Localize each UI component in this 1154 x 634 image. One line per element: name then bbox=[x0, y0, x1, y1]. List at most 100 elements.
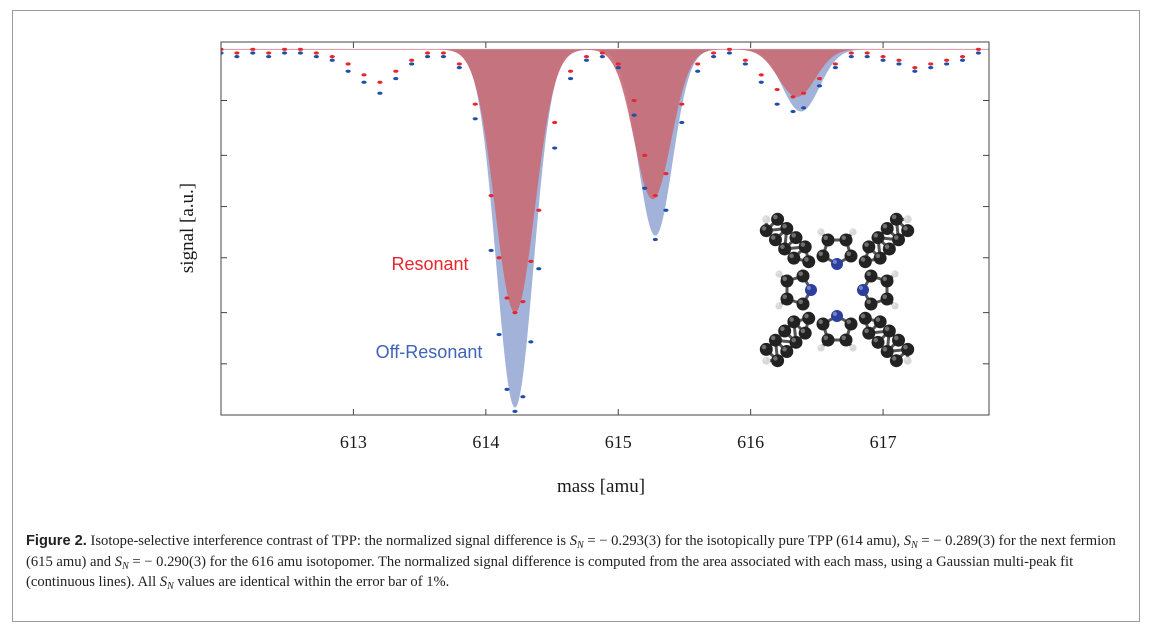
hydrogen-atom bbox=[775, 270, 783, 278]
resonant-data-point bbox=[583, 55, 590, 59]
off-resonant-data-point bbox=[944, 62, 950, 66]
hydrogen-atom bbox=[762, 215, 771, 224]
carbon-atom bbox=[880, 274, 894, 288]
resonant-data-point bbox=[615, 62, 621, 66]
atom-highlight bbox=[832, 259, 838, 264]
caption-text-end: values are identical within the error ba… bbox=[177, 574, 450, 590]
resonant-data-point bbox=[528, 259, 534, 264]
off-resonant-data-point bbox=[472, 117, 478, 121]
carbon-atom bbox=[871, 335, 885, 349]
carbon-atom bbox=[816, 249, 830, 263]
off-resonant-data-point bbox=[496, 332, 502, 337]
atom-highlight bbox=[782, 346, 787, 352]
resonant-data-point bbox=[652, 193, 658, 198]
off-resonant-data-point bbox=[377, 91, 383, 95]
carbon-atom bbox=[844, 317, 858, 331]
off-resonant-data-point bbox=[221, 51, 224, 55]
resonant-data-point bbox=[695, 62, 701, 66]
resonant-data-point bbox=[496, 256, 502, 260]
off-resonant-data-point bbox=[297, 51, 304, 55]
atom-highlight bbox=[782, 276, 787, 281]
off-resonant-data-point bbox=[250, 51, 256, 55]
resonant-data-point bbox=[896, 58, 902, 62]
off-resonant-data-point bbox=[801, 106, 807, 110]
carbon-atom bbox=[780, 345, 794, 359]
atom-highlight bbox=[818, 319, 823, 324]
sn-symbol: SN bbox=[569, 533, 584, 551]
resonant-data-point bbox=[710, 51, 717, 55]
off-resonant-data-point bbox=[512, 409, 518, 413]
resonant-data-point bbox=[520, 300, 526, 304]
caption-value-2: = − 0.289(3) for the next fermion (615 a… bbox=[26, 533, 1116, 570]
off-resonant-data-point bbox=[488, 248, 494, 253]
carbon-atom bbox=[778, 324, 792, 338]
resonant-data-point bbox=[975, 47, 982, 51]
hydrogen-atom bbox=[891, 270, 899, 278]
off-resonant-data-point bbox=[896, 62, 902, 66]
hydrogen-atom bbox=[849, 344, 857, 352]
resonant-data-point bbox=[409, 58, 415, 62]
off-resonant-data-point bbox=[504, 387, 510, 392]
atom-highlight bbox=[866, 271, 871, 276]
off-resonant-data-point bbox=[329, 58, 335, 62]
atom-highlight bbox=[850, 229, 853, 233]
resonant-data-point bbox=[472, 102, 478, 106]
carbon-atom bbox=[892, 333, 906, 347]
off-resonant-data-point bbox=[679, 120, 685, 125]
x-tick-label: 617 bbox=[870, 432, 897, 452]
atom-highlight bbox=[800, 328, 806, 334]
carbon-atom bbox=[882, 324, 896, 338]
carbon-atom bbox=[780, 274, 794, 288]
carbon-atom bbox=[798, 326, 812, 340]
off-resonant-data-point bbox=[975, 51, 982, 55]
atom-highlight bbox=[892, 271, 895, 274]
resonant-label: Resonant bbox=[391, 254, 468, 274]
atom-highlight bbox=[893, 235, 899, 240]
atom-highlight bbox=[875, 317, 881, 322]
resonant-data-point bbox=[221, 47, 224, 51]
carbon-atom bbox=[796, 297, 810, 311]
atom-highlight bbox=[780, 244, 785, 249]
carbon-atom bbox=[768, 233, 782, 247]
resonant-data-point bbox=[679, 102, 685, 106]
resonant-data-point bbox=[456, 62, 462, 66]
nitrogen-atom bbox=[831, 258, 843, 270]
off-resonant-data-point bbox=[313, 55, 319, 59]
caption-value-1: = − 0.293(3) for the isotopically pure T… bbox=[587, 533, 901, 549]
off-resonant-data-point bbox=[599, 55, 605, 59]
carbon-atom bbox=[780, 221, 794, 235]
atom-highlight bbox=[891, 214, 897, 220]
resonant-data-point bbox=[880, 55, 886, 59]
off-resonant-data-point bbox=[710, 55, 717, 59]
atom-highlight bbox=[850, 345, 853, 348]
atom-highlight bbox=[882, 223, 888, 229]
resonant-data-point bbox=[758, 73, 764, 77]
atom-highlight bbox=[892, 303, 895, 306]
atom-highlight bbox=[875, 253, 881, 259]
resonant-data-point bbox=[944, 58, 950, 62]
atom-highlight bbox=[776, 271, 779, 274]
carbon-atom bbox=[862, 326, 876, 340]
off-resonant-data-point bbox=[848, 55, 854, 59]
resonant-data-point bbox=[642, 153, 648, 157]
sn-symbol: SN bbox=[159, 574, 174, 592]
x-tick-label: 615 bbox=[605, 432, 632, 452]
atom-highlight bbox=[800, 242, 806, 247]
carbon-atom bbox=[759, 224, 773, 238]
carbon-atom bbox=[880, 292, 894, 306]
carbon-atom bbox=[789, 335, 803, 349]
resonant-data-point bbox=[377, 80, 383, 84]
carbon-atom bbox=[858, 311, 872, 325]
x-axis-label: mass [amu] bbox=[557, 476, 645, 497]
resonant-data-point bbox=[266, 51, 272, 55]
carbon-atom bbox=[839, 233, 853, 247]
atom-highlight bbox=[818, 251, 823, 256]
resonant-data-point bbox=[848, 51, 854, 55]
carbon-atom bbox=[816, 317, 830, 331]
atom-highlight bbox=[891, 356, 897, 361]
off-resonant-data-point bbox=[928, 65, 934, 70]
resonant-data-point bbox=[424, 51, 431, 55]
resonant-data-point bbox=[790, 95, 796, 99]
off-resonant-data-point bbox=[536, 267, 542, 271]
resonant-data-point bbox=[631, 98, 637, 103]
